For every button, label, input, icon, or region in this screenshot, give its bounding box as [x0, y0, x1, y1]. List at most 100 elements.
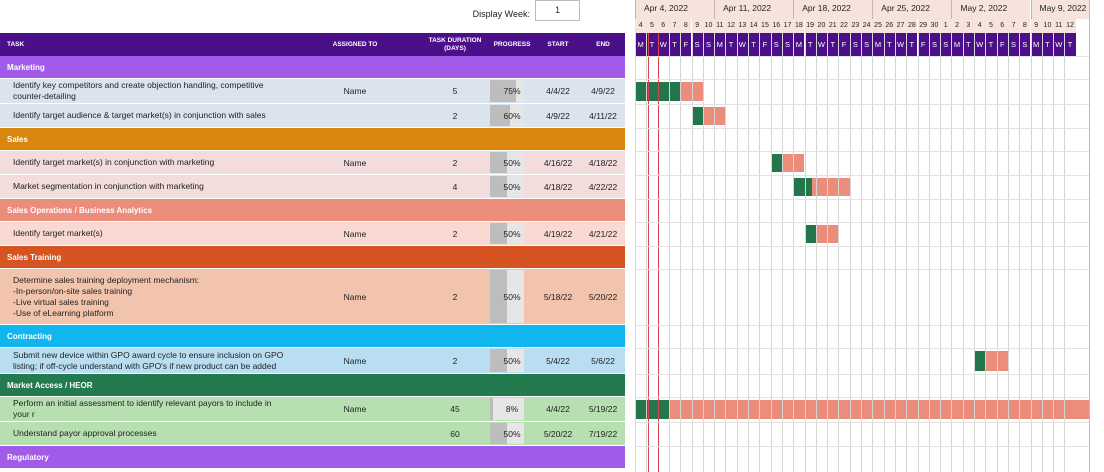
progress-cell[interactable]: 60%: [490, 104, 534, 127]
grid-line: [1019, 33, 1021, 472]
day-number: 27: [894, 19, 907, 33]
grid-line: [725, 33, 727, 472]
duration-cell[interactable]: 2: [452, 355, 458, 366]
day-letter: T: [906, 33, 918, 56]
progress-cell[interactable]: 50%: [490, 175, 534, 198]
start-date-cell[interactable]: 4/16/22: [543, 157, 573, 168]
group-name: Sales: [7, 134, 28, 144]
start-date-cell[interactable]: 5/18/22: [543, 291, 573, 302]
duration-cell[interactable]: 45: [450, 404, 460, 414]
group-row: Market Access / HEOR: [0, 374, 625, 397]
gantt-bar-remaining[interactable]: [812, 178, 850, 196]
day-number: 11: [1053, 19, 1065, 33]
end-date-cell[interactable]: 4/22/22: [588, 181, 618, 192]
day-number: 18: [793, 19, 805, 33]
start-date-cell[interactable]: 4/9/22: [546, 110, 570, 121]
gantt-bar-completed[interactable]: [974, 351, 986, 371]
grid-line: [804, 33, 806, 472]
day-letter: M: [793, 33, 805, 56]
task-name-cell[interactable]: Identify target audience & target market…: [13, 110, 266, 120]
assigned-to-cell[interactable]: [330, 422, 380, 445]
assigned-to-cell[interactable]: Name: [343, 355, 367, 366]
day-letter: S: [940, 33, 952, 56]
gantt-bar-completed[interactable]: [804, 225, 817, 243]
assigned-to-cell[interactable]: Name: [343, 404, 367, 414]
task-name-cell[interactable]: Understand payor approval processes: [13, 428, 157, 438]
start-date-cell[interactable]: 4/19/22: [543, 228, 573, 239]
table-row[interactable]: Determine sales training deployment mech…: [0, 269, 625, 325]
grid-line: [635, 33, 636, 472]
task-name-cell[interactable]: Identify key competitors and create obje…: [13, 80, 264, 101]
end-date-cell[interactable]: 5/6/22: [591, 355, 615, 366]
table-row[interactable]: Identify target market(s) Name 2 50% 4/19/22…: [0, 222, 625, 246]
header-assigned: ASSIGNED TO: [332, 40, 378, 48]
row-divider: [635, 79, 1089, 80]
progress-value: 50%: [503, 428, 521, 439]
day-number: 5: [646, 19, 658, 33]
table-row[interactable]: Identify key competitors and create obje…: [0, 79, 625, 104]
day-letter: T: [827, 33, 839, 56]
start-date-cell[interactable]: 4/4/22: [546, 86, 570, 96]
day-number: 5: [985, 19, 997, 33]
task-name-cell[interactable]: Determine sales training deployment mech…: [13, 274, 200, 318]
start-date-cell[interactable]: 4/4/22: [546, 404, 570, 414]
assigned-to-cell[interactable]: Name: [343, 228, 367, 239]
table-row[interactable]: Understand payor approval processes 60 50%…: [0, 422, 625, 446]
day-letter: M: [1030, 33, 1042, 56]
gantt-bar-completed[interactable]: [691, 107, 704, 125]
start-date-cell[interactable]: 5/20/22: [543, 428, 573, 439]
duration-cell[interactable]: 2: [452, 110, 458, 121]
duration-cell[interactable]: 60: [450, 428, 460, 439]
start-date-cell[interactable]: 5/4/22: [546, 355, 570, 366]
assigned-to-cell[interactable]: [330, 104, 380, 127]
table-row[interactable]: Market segmentation in conjunction with …: [0, 175, 625, 199]
start-date-cell[interactable]: 4/18/22: [543, 181, 573, 192]
assigned-to-cell[interactable]: Name: [343, 86, 367, 96]
duration-cell[interactable]: 2: [452, 291, 458, 302]
gantt-bar-completed[interactable]: [770, 154, 783, 172]
progress-cell[interactable]: 50%: [490, 222, 534, 245]
end-date-cell[interactable]: 4/9/22: [591, 86, 615, 96]
duration-cell[interactable]: 2: [452, 228, 458, 239]
task-name-cell[interactable]: Identify target market(s) in conjunction…: [13, 157, 215, 167]
duration-cell[interactable]: 4: [452, 181, 458, 192]
group-name: Marketing: [7, 62, 45, 72]
task-name-cell[interactable]: Market segmentation in conjunction with …: [13, 181, 204, 191]
task-name-cell[interactable]: Identify target market(s): [13, 228, 103, 238]
task-name-cell[interactable]: Perform an initial assessment to identif…: [13, 398, 272, 419]
end-date-cell[interactable]: 7/19/22: [588, 428, 618, 439]
display-week-input[interactable]: 1: [535, 0, 580, 21]
group-row: Regulatory: [0, 446, 625, 469]
gantt-bar-remaining[interactable]: [669, 400, 1089, 419]
grid-line: [748, 33, 749, 472]
progress-cell[interactable]: 50%: [490, 151, 534, 174]
grid-line: [974, 33, 975, 472]
progress-value: 8%: [505, 404, 519, 414]
end-date-cell[interactable]: 4/18/22: [588, 157, 618, 168]
progress-cell[interactable]: 50%: [490, 269, 534, 324]
progress-cell[interactable]: 50%: [490, 422, 534, 445]
day-letter: F: [680, 33, 692, 56]
assigned-to-cell[interactable]: Name: [343, 291, 367, 302]
assigned-to-cell[interactable]: [330, 175, 380, 198]
duration-cell[interactable]: 2: [452, 157, 458, 168]
task-name-cell[interactable]: Submit new device within GPO award cycle…: [13, 349, 284, 371]
duration-cell[interactable]: 5: [452, 86, 458, 96]
assigned-to-cell[interactable]: Name: [343, 157, 367, 168]
day-number: 8: [1019, 19, 1031, 33]
progress-cell[interactable]: 50%: [490, 348, 534, 373]
end-date-cell[interactable]: 5/19/22: [588, 404, 618, 414]
table-row[interactable]: Perform an initial assessment to identif…: [0, 397, 625, 422]
table-row[interactable]: Identify target audience & target market…: [0, 104, 625, 128]
table-row[interactable]: Submit new device within GPO award cycle…: [0, 348, 625, 374]
group-name: Market Access / HEOR: [7, 380, 93, 390]
progress-cell[interactable]: 75%: [490, 79, 534, 103]
scroll-gutter[interactable]: [1089, 0, 1104, 472]
end-date-cell[interactable]: 4/21/22: [588, 228, 618, 239]
gantt-bar-completed[interactable]: [635, 400, 669, 419]
gantt-bar-completed[interactable]: [793, 178, 813, 196]
end-date-cell[interactable]: 4/11/22: [589, 110, 617, 121]
end-date-cell[interactable]: 5/20/22: [588, 291, 618, 302]
progress-cell[interactable]: 8%: [490, 397, 534, 421]
table-row[interactable]: Identify target market(s) in conjunction…: [0, 151, 625, 175]
